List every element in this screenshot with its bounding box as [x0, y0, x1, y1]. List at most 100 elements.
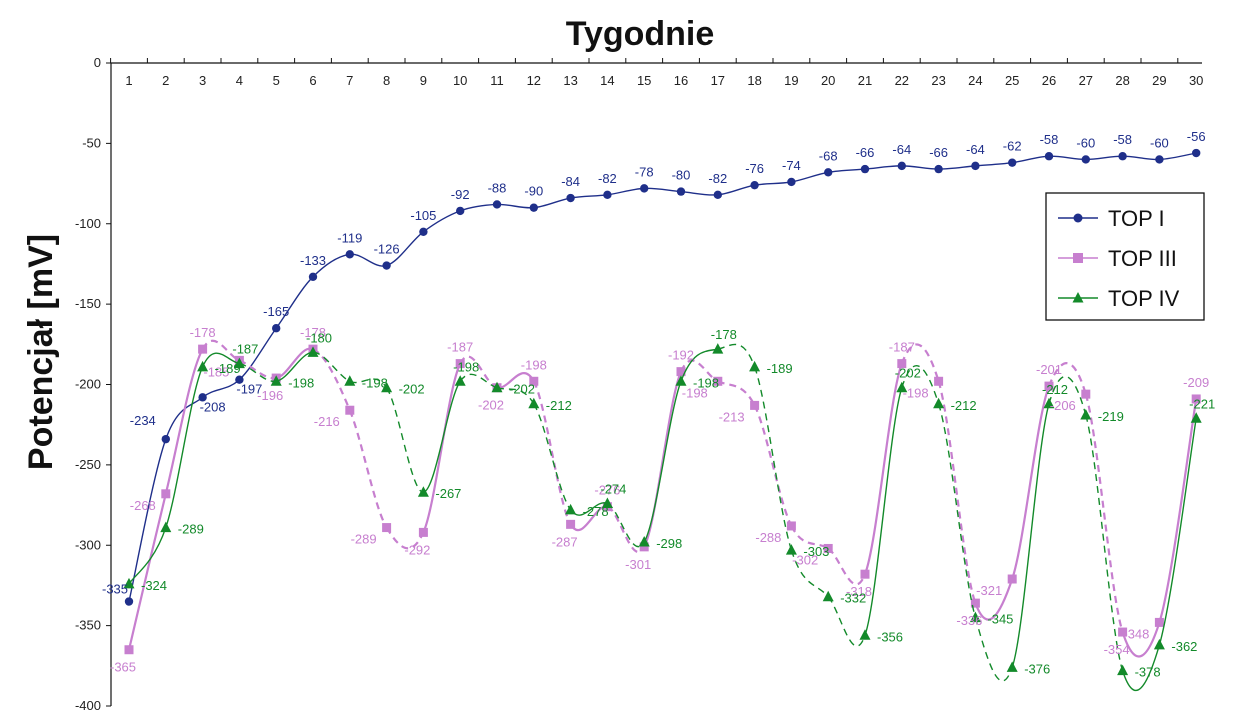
data-label: -365 [110, 660, 136, 675]
data-label: -209 [1183, 375, 1209, 390]
series-line-segment [974, 617, 1013, 682]
data-label: -278 [583, 504, 609, 519]
data-point [417, 486, 429, 497]
series-line-segment [459, 203, 498, 212]
series-line-segment [201, 339, 240, 362]
series-line-segment [901, 365, 940, 405]
series-line-segment [496, 203, 534, 209]
series-line-segment [238, 359, 277, 380]
data-point [491, 381, 503, 393]
series-line-segment [1012, 155, 1050, 164]
data-label: -202 [399, 382, 425, 397]
x-tick-label: 2 [162, 73, 169, 88]
data-point [1081, 155, 1091, 164]
data-point [824, 168, 833, 177]
data-label: -332 [840, 591, 866, 606]
data-point [124, 645, 134, 655]
data-label: -82 [708, 171, 727, 186]
data-label: -185 [203, 364, 229, 379]
y-tick-label: 0 [94, 55, 101, 70]
series-line-segment [238, 327, 277, 381]
data-point [712, 343, 724, 354]
series-line-segment [864, 387, 903, 636]
series-line-segment [938, 165, 976, 170]
data-point [934, 376, 944, 386]
x-tick-label: 27 [1079, 73, 1093, 88]
data-label: -78 [635, 164, 654, 179]
series-line-segment [975, 161, 1013, 167]
data-point [455, 359, 465, 369]
series-line-segment [606, 505, 646, 553]
data-point [198, 393, 207, 402]
series-line-segment [753, 366, 793, 551]
x-tick-label: 6 [309, 73, 316, 88]
series-line-segment [753, 404, 793, 527]
x-tick-label: 11 [490, 73, 504, 88]
legend-item: TOP III [1058, 246, 1177, 271]
data-point [307, 346, 319, 357]
series-top-iv [123, 343, 1202, 692]
chart-title: Tygodnie [566, 15, 715, 53]
legend-marker [1072, 292, 1084, 303]
series-line-segment [717, 184, 755, 196]
data-point [1006, 661, 1018, 672]
x-tick-label: 24 [968, 73, 982, 88]
data-point [1153, 638, 1165, 650]
series-line-segment [1048, 155, 1086, 161]
legend-item: TOP I [1058, 206, 1165, 231]
data-label: -292 [404, 542, 430, 557]
data-point [860, 164, 870, 174]
x-tick-label: 15 [637, 73, 651, 88]
series-line-segment [1158, 398, 1198, 623]
data-label: -64 [892, 142, 911, 157]
data-point [1190, 412, 1202, 423]
data-point [1155, 155, 1164, 164]
series-line-segment [459, 373, 498, 389]
data-point [345, 250, 354, 259]
data-label: -133 [300, 253, 326, 268]
series-line-segment [202, 379, 240, 398]
series-line-segment [1121, 644, 1161, 692]
data-label: -234 [130, 413, 156, 428]
data-label: -105 [410, 208, 436, 223]
data-point [603, 190, 612, 200]
data-label: -198 [693, 375, 719, 390]
data-point [566, 193, 575, 203]
series-layer [123, 148, 1202, 692]
data-point [272, 324, 281, 333]
data-label: -212 [546, 398, 572, 413]
series-line-segment [827, 547, 867, 586]
data-point [418, 527, 428, 537]
series-line-segment [312, 351, 351, 382]
series-line-segment [165, 396, 204, 440]
data-point [897, 161, 906, 171]
legend-marker [1073, 213, 1083, 223]
data-label: -62 [1003, 139, 1022, 154]
series-line-segment [679, 359, 719, 383]
data-label: -202 [478, 398, 504, 413]
series-line-segment [128, 527, 167, 585]
data-point [934, 164, 943, 174]
data-label: -56 [1187, 129, 1206, 144]
x-tick-label: 1 [125, 73, 132, 88]
series-line-segment [644, 187, 682, 193]
data-label: -202 [509, 382, 535, 397]
data-point [382, 523, 392, 533]
data-label: -92 [451, 187, 470, 202]
data-label: -74 [782, 158, 801, 173]
data-label: -348 [1123, 626, 1149, 641]
data-point [161, 489, 171, 499]
series-line-segment [791, 171, 829, 183]
data-label: -356 [877, 629, 903, 644]
series-line-segment [1084, 393, 1124, 633]
x-tick-label: 22 [895, 73, 909, 88]
series-top-iii [124, 339, 1201, 658]
series-line-segment [275, 276, 314, 329]
data-point [1008, 158, 1017, 167]
data-point [970, 598, 980, 608]
data-label: -219 [1098, 409, 1124, 424]
data-label: -321 [976, 583, 1002, 598]
x-tick-label: 17 [711, 73, 725, 88]
